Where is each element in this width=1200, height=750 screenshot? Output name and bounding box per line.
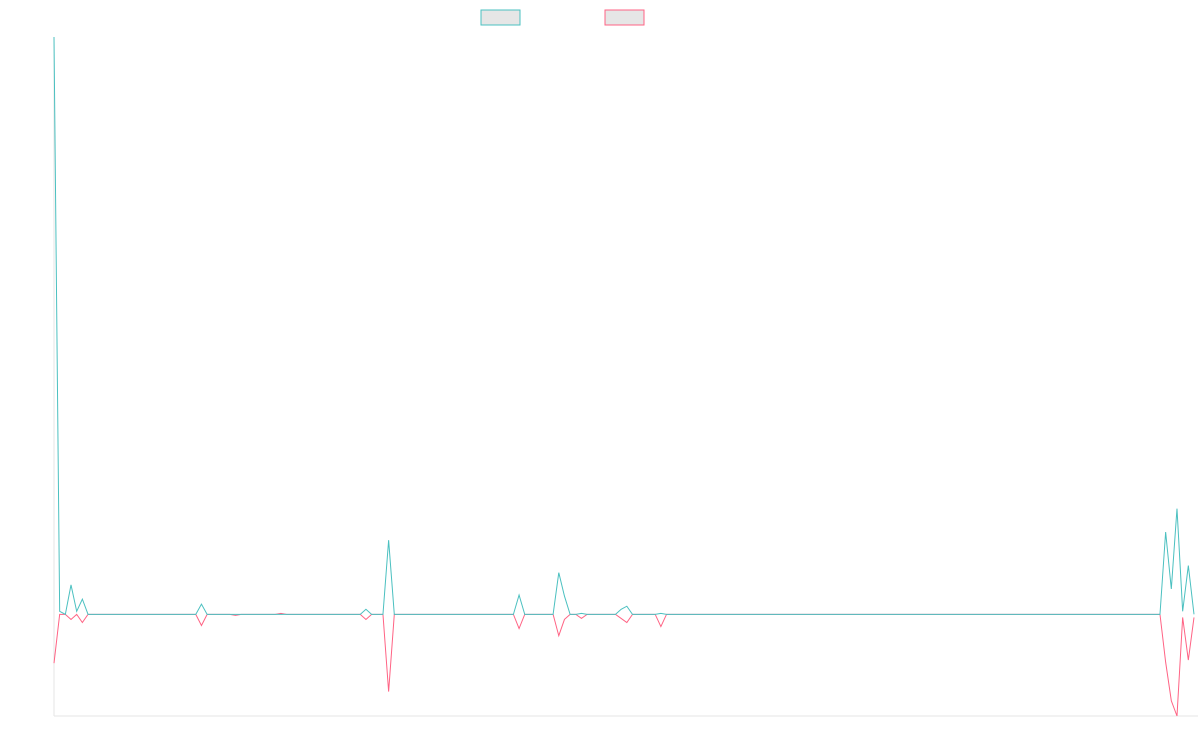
series-group bbox=[53, 36, 1195, 717]
legend-swatch-series-1[interactable] bbox=[480, 9, 521, 26]
axes bbox=[53, 37, 1198, 717]
legend-swatch-series-2[interactable] bbox=[604, 9, 645, 26]
series-line-1 bbox=[53, 36, 1195, 616]
legend[interactable] bbox=[480, 9, 645, 26]
series-line-2 bbox=[53, 612, 1195, 717]
